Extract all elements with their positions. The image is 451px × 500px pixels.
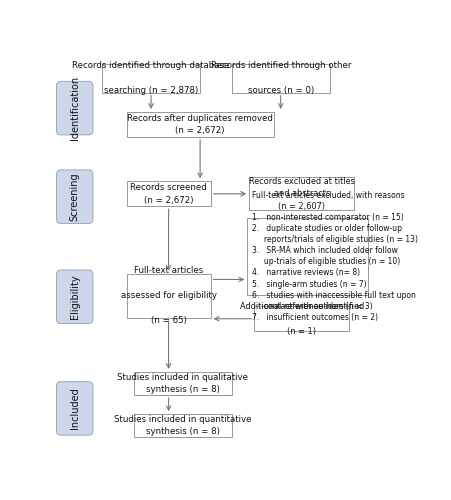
Text: Identification: Identification (69, 76, 79, 140)
FancyBboxPatch shape (133, 372, 231, 395)
FancyBboxPatch shape (126, 182, 210, 206)
FancyBboxPatch shape (247, 218, 368, 295)
Text: Screening: Screening (69, 172, 79, 221)
Text: Records identified through database

searching (n = 2,878): Records identified through database sear… (72, 62, 229, 96)
Text: Records excluded at titles
and abstracts
(n = 2,607): Records excluded at titles and abstracts… (248, 177, 354, 211)
FancyBboxPatch shape (56, 170, 93, 224)
FancyBboxPatch shape (56, 82, 93, 135)
Text: Studies included in qualitative
synthesis (n = 8): Studies included in qualitative synthesi… (117, 372, 248, 394)
FancyBboxPatch shape (231, 64, 329, 92)
FancyBboxPatch shape (102, 64, 200, 92)
Text: Studies included in quantitative
synthesis (n = 8): Studies included in quantitative synthes… (114, 415, 251, 436)
FancyBboxPatch shape (126, 112, 273, 137)
FancyBboxPatch shape (56, 382, 93, 435)
Text: Additional reference identified

(n = 1): Additional reference identified (n = 1) (239, 302, 363, 336)
Text: Records after duplicates removed
(n = 2,672): Records after duplicates removed (n = 2,… (127, 114, 272, 135)
FancyBboxPatch shape (133, 414, 231, 438)
FancyBboxPatch shape (249, 178, 354, 210)
Text: Full-text articles excluded, with reasons

1.   non-interested comparator (n = 1: Full-text articles excluded, with reason… (251, 191, 417, 322)
FancyBboxPatch shape (126, 274, 210, 318)
FancyBboxPatch shape (56, 270, 93, 324)
Text: Included: Included (69, 388, 79, 430)
FancyBboxPatch shape (254, 306, 348, 332)
Text: Eligibility: Eligibility (69, 274, 79, 319)
Text: Records identified through other

sources (n = 0): Records identified through other sources… (210, 62, 350, 96)
Text: Full-text articles

assessed for eligibility

(n = 65): Full-text articles assessed for eligibil… (120, 266, 216, 326)
Text: Records screened
(n = 2,672): Records screened (n = 2,672) (130, 183, 207, 204)
